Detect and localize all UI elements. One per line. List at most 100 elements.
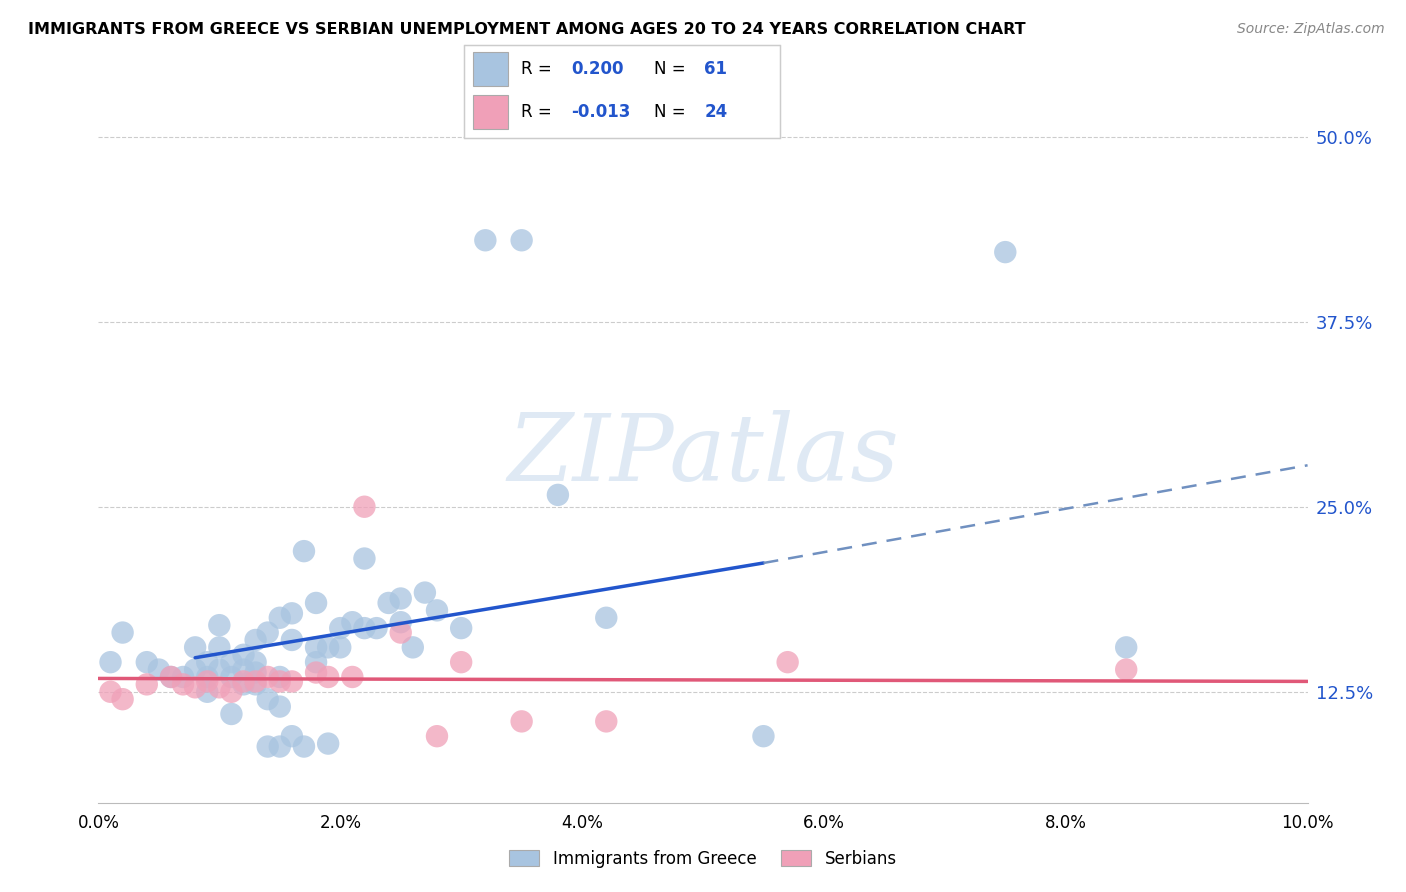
Point xyxy=(595,611,617,625)
Point xyxy=(305,596,328,610)
Point xyxy=(232,677,254,691)
Point xyxy=(595,714,617,729)
Point xyxy=(342,670,364,684)
Point xyxy=(100,655,122,669)
FancyBboxPatch shape xyxy=(474,52,509,86)
Point xyxy=(221,670,243,684)
Point xyxy=(329,640,352,655)
FancyBboxPatch shape xyxy=(474,95,509,129)
Point xyxy=(221,706,243,721)
Point xyxy=(208,618,231,632)
Point xyxy=(994,245,1017,260)
Text: R =: R = xyxy=(520,60,551,78)
Point xyxy=(232,663,254,677)
Point xyxy=(292,544,315,558)
Point xyxy=(172,677,194,691)
Point xyxy=(245,632,267,647)
Text: 61: 61 xyxy=(704,60,727,78)
Point xyxy=(245,665,267,680)
Point xyxy=(135,677,157,691)
Point xyxy=(305,665,328,680)
Point xyxy=(208,681,231,695)
Point xyxy=(316,737,339,751)
Point xyxy=(184,681,207,695)
Point xyxy=(281,632,304,647)
Point xyxy=(184,640,207,655)
Point xyxy=(135,655,157,669)
Point xyxy=(256,692,278,706)
Point xyxy=(100,685,122,699)
Point xyxy=(232,674,254,689)
Text: Source: ZipAtlas.com: Source: ZipAtlas.com xyxy=(1237,22,1385,37)
Point xyxy=(111,625,134,640)
Text: -0.013: -0.013 xyxy=(571,103,631,121)
Point xyxy=(292,739,315,754)
Point xyxy=(353,500,375,514)
Point xyxy=(208,640,231,655)
Point xyxy=(1115,640,1137,655)
Point xyxy=(510,714,533,729)
Point xyxy=(366,621,388,635)
Point xyxy=(353,621,375,635)
Point xyxy=(195,674,218,689)
Point xyxy=(1115,663,1137,677)
Point xyxy=(776,655,799,669)
Point xyxy=(256,670,278,684)
Point xyxy=(269,670,291,684)
Point xyxy=(281,729,304,743)
Point xyxy=(426,729,449,743)
Point xyxy=(413,585,436,599)
Point xyxy=(510,233,533,247)
Point xyxy=(269,674,291,689)
Point xyxy=(316,640,339,655)
Point xyxy=(269,699,291,714)
Text: IMMIGRANTS FROM GREECE VS SERBIAN UNEMPLOYMENT AMONG AGES 20 TO 24 YEARS CORRELA: IMMIGRANTS FROM GREECE VS SERBIAN UNEMPL… xyxy=(28,22,1026,37)
Point xyxy=(281,674,304,689)
Point xyxy=(329,621,352,635)
Text: N =: N = xyxy=(654,103,685,121)
Point xyxy=(221,655,243,669)
Point xyxy=(377,596,399,610)
Point xyxy=(256,625,278,640)
Point xyxy=(245,655,267,669)
Text: R =: R = xyxy=(520,103,551,121)
Point xyxy=(111,692,134,706)
Point xyxy=(474,233,496,247)
Point xyxy=(353,551,375,566)
Point xyxy=(269,611,291,625)
Point xyxy=(245,677,267,691)
Point xyxy=(172,670,194,684)
Point xyxy=(195,670,218,684)
Point xyxy=(389,591,412,606)
Point xyxy=(269,739,291,754)
Point xyxy=(342,615,364,630)
Point xyxy=(160,670,183,684)
Point xyxy=(305,640,328,655)
Legend: Immigrants from Greece, Serbians: Immigrants from Greece, Serbians xyxy=(502,844,904,875)
Text: 0.200: 0.200 xyxy=(571,60,624,78)
Point xyxy=(305,655,328,669)
Text: N =: N = xyxy=(654,60,685,78)
Point xyxy=(232,648,254,662)
Point xyxy=(195,685,218,699)
Point xyxy=(752,729,775,743)
Point xyxy=(281,607,304,621)
Point xyxy=(208,663,231,677)
Point xyxy=(160,670,183,684)
Text: ZIPatlas: ZIPatlas xyxy=(508,410,898,500)
Point xyxy=(450,621,472,635)
Point xyxy=(256,739,278,754)
Text: 24: 24 xyxy=(704,103,728,121)
Point xyxy=(184,663,207,677)
Point xyxy=(195,655,218,669)
Point xyxy=(221,685,243,699)
Point xyxy=(547,488,569,502)
Point xyxy=(389,615,412,630)
Point xyxy=(402,640,425,655)
Point xyxy=(450,655,472,669)
Point xyxy=(316,670,339,684)
Point xyxy=(245,674,267,689)
Point xyxy=(148,663,170,677)
Point xyxy=(389,625,412,640)
Point xyxy=(426,603,449,617)
